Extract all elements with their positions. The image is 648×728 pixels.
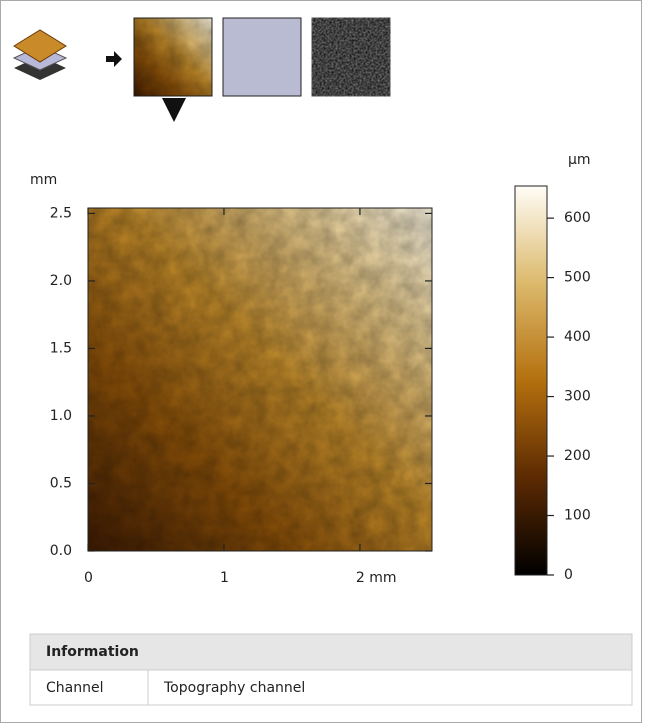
thumbnail-texture (134, 18, 212, 96)
colorbar-unit: µm (568, 152, 591, 168)
info-row (29, 669, 633, 706)
y-tick-label: 1.0 (50, 408, 72, 424)
y-tick-label: 1.5 (50, 340, 72, 356)
colorbar-tick-label: 600 (564, 210, 591, 226)
y-tick-label: 0.0 (50, 543, 72, 559)
colorbar-tick-label: 0 (564, 567, 573, 583)
thumbnail-channel-2[interactable] (222, 17, 302, 97)
info-value: Topography channel (163, 680, 305, 696)
colorbar-tick-label: 400 (564, 329, 591, 345)
y-unit: mm (30, 172, 57, 188)
info-title: Information (46, 644, 139, 660)
y-tick-label: 2.5 (50, 205, 72, 221)
colorbar-tick-label: 500 (564, 270, 591, 286)
x-tick-label: 0 (84, 570, 93, 586)
plot-frame (87, 207, 433, 552)
colorbar-tick-label: 300 (564, 389, 591, 405)
colorbar (514, 185, 548, 576)
info-header (29, 633, 633, 671)
y-tick-label: 2.0 (50, 273, 72, 289)
colorbar-tick-label: 200 (564, 448, 591, 464)
topography-texture (88, 208, 432, 551)
x-tick-label: 1 (220, 570, 229, 586)
info-key: Channel (46, 680, 103, 696)
selection-pointer (162, 98, 186, 122)
layers-icon[interactable] (12, 29, 68, 80)
thumbnail-noise (313, 19, 389, 95)
y-tick-label: 0.5 (50, 475, 72, 491)
x-tick-label: 2 mm (356, 570, 397, 586)
arrow-icon (106, 51, 122, 67)
colorbar-tick-label: 100 (564, 508, 591, 524)
